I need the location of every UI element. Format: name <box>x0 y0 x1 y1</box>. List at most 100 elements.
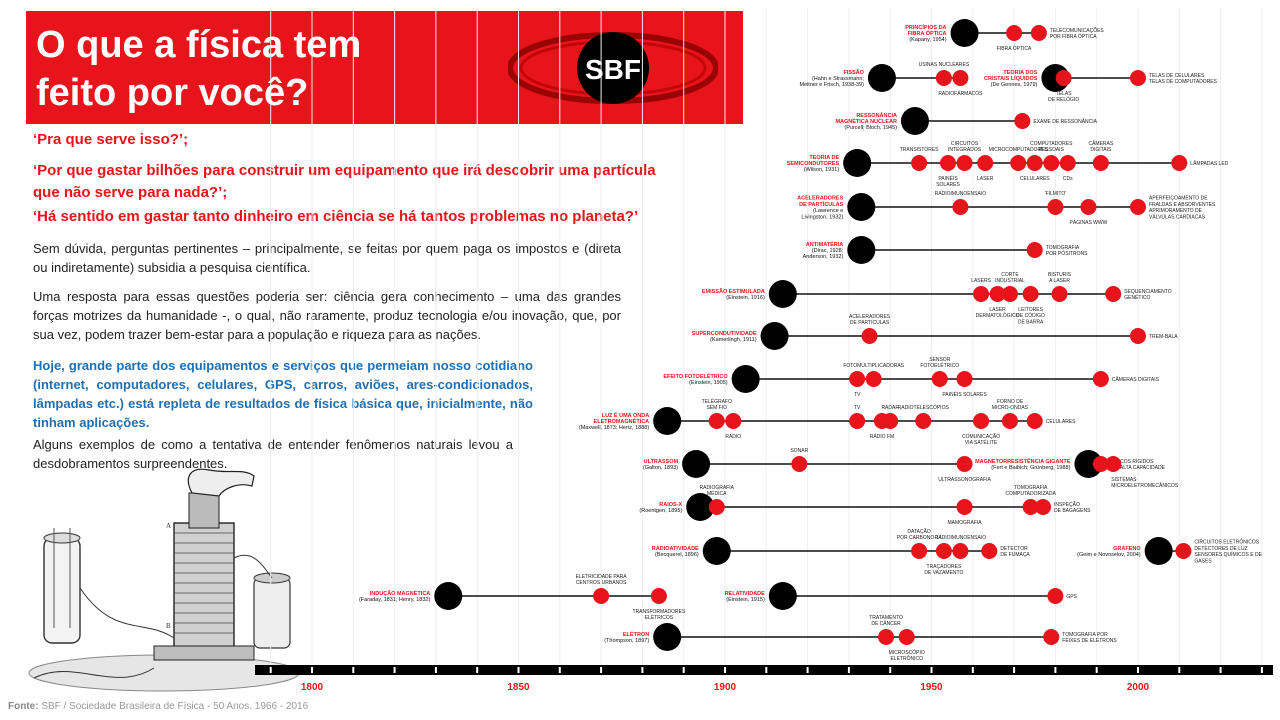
timeline-event: ULTRASSOM(Galton, 1893) SONAR ULTRASSONOGR… <box>643 448 992 483</box>
application-label: PAINÉIS SOLARES <box>936 175 960 188</box>
axis-tick <box>393 667 396 673</box>
application-dot <box>981 543 998 559</box>
application-label: BISTURIS A LASER <box>1048 272 1072 284</box>
question-2b: que não serve para nada?’; <box>33 184 228 201</box>
discovery-name: RAIOS-X <box>659 502 682 508</box>
application-dot <box>1022 286 1039 302</box>
application-label: FIBRA ÓPTICA <box>997 45 1032 52</box>
page-title: O que a física tem feito por você? <box>36 21 456 117</box>
application-label: MICROCOMPUTADORES <box>989 147 1049 153</box>
application-dot <box>861 328 878 344</box>
axis-tick <box>971 667 974 673</box>
year-label: 1900 <box>714 682 737 693</box>
application-label: SEQUENCIAMENTO GENÉTICO <box>1124 289 1172 301</box>
axis-tick <box>765 667 768 673</box>
application-label: TRAÇADORES DE VAZAMENTO <box>924 564 963 576</box>
application-dot <box>1026 155 1043 171</box>
application-dot <box>725 413 742 429</box>
application-dot <box>708 413 725 429</box>
application-label: LASER <box>977 176 994 182</box>
title-banner: O que a física tem feito por você? SBF <box>26 11 743 124</box>
application-label: FORNO DE MICRO-ONDAS <box>992 399 1029 411</box>
application-label: CIRCUITOS ELETRÔNICOS DETECTORES DE LUZ SE… <box>1194 539 1262 565</box>
axis-tick <box>434 667 437 673</box>
application-dot <box>911 155 928 171</box>
application-dot <box>882 413 899 429</box>
application-dot <box>1001 286 1018 302</box>
application-dot <box>1001 413 1018 429</box>
application-label: RADIOIMUNOENSAIO <box>935 535 987 541</box>
application-dot <box>849 371 866 387</box>
application-dot <box>1130 328 1146 344</box>
application-label: RADIOTELESCÓPIOS <box>898 404 950 411</box>
application-label: DISCOS RÍGIDOS DE ALTA CAPACIDADE <box>1112 458 1166 471</box>
timeline-event: RAIOS-X(Roentgen, 1895) RADIOGRAFIA MÉDICA… <box>639 485 1091 526</box>
application-dot <box>865 371 882 387</box>
axis-tick <box>641 667 644 673</box>
application-label: DETECTOR DE FUMAÇA <box>1000 546 1030 558</box>
axis-tick <box>1260 667 1263 673</box>
discovery-dot <box>760 322 789 350</box>
application-label: CELULARES <box>1046 419 1076 425</box>
axis-tick <box>1178 667 1181 673</box>
application-dot <box>940 155 957 171</box>
application-dot <box>952 199 969 215</box>
discovery-name: MAGNETORRESISTÊNCIA GIGANTE <box>975 457 1071 465</box>
application-dot <box>977 155 994 171</box>
year-label: 1850 <box>507 682 530 693</box>
question-3: ‘Há sentido em gastar tanto dinheiro em … <box>33 208 639 225</box>
question-1: ‘Pra que serve isso?’; <box>33 131 189 148</box>
application-dot <box>931 371 948 387</box>
discovery-dot <box>768 280 797 308</box>
discovery-dot <box>900 107 929 135</box>
axis-tick <box>1054 667 1057 673</box>
discovery-name: ELÉTRON <box>623 630 649 638</box>
paragraph-3-highlight: Hoje, grande parte dos equipamentos e se… <box>33 358 533 430</box>
discovery-name: EMISSÃO ESTIMULADA <box>702 288 765 295</box>
discovery-reference: (Geim e Novoselov, 2004) <box>1077 552 1141 558</box>
discovery-reference: (Faraday, 1831; Henry, 1832) <box>359 597 431 603</box>
axis-tick <box>517 667 520 673</box>
discovery-name: GRAFENO <box>1113 546 1141 552</box>
application-dot <box>708 499 725 515</box>
discovery-dot <box>686 493 715 521</box>
discovery-name: RESSONÂNCIA MAGNÉTICA NUCLEAR <box>835 112 897 125</box>
application-label: COMPUTADORES PESSOAIS <box>1030 141 1073 153</box>
application-label: ULTRASSONOGRAFIA <box>938 477 991 483</box>
application-dot <box>1026 413 1043 429</box>
sbf-logo: SBF <box>508 32 718 104</box>
source-footer: Fonte: SBF / Sociedade Brasileira de Fís… <box>8 701 308 712</box>
discovery-reference: (Kapany, 1954) <box>909 37 946 43</box>
discovery-name: ANTIMATÉRIA <box>806 240 844 248</box>
application-label: APERFEIÇOAMENTO DE FRALDAS E ABSORVENTES A… <box>1149 196 1216 221</box>
discovery-dot <box>867 64 896 92</box>
discovery-dot <box>847 193 876 221</box>
discovery-dot <box>843 149 872 177</box>
application-dot <box>1051 286 1068 302</box>
discovery-reference: (Becquerel, 1896) <box>655 552 699 558</box>
application-label: TRANSFORMADORES ELÉTRICOS <box>633 609 686 621</box>
axis-tick <box>847 667 850 673</box>
discovery-name: RELATIVIDADE <box>725 591 766 597</box>
application-label: CELULARES <box>1020 176 1050 182</box>
application-dot <box>1043 155 1060 171</box>
application-label: PÁGINAS WWW <box>1070 219 1108 226</box>
discovery-dot <box>653 623 682 651</box>
timeline-event: PRINCÍPIOS DA FIBRA ÓPTICA(Kapany, 1954) F… <box>905 19 1104 52</box>
application-dot <box>1092 155 1109 171</box>
application-dot <box>849 413 866 429</box>
discovery-dot <box>682 450 711 478</box>
application-dot <box>911 543 928 559</box>
application-label: TELAS DE CELULARES TELAS DE COMPUTADORES <box>1149 73 1218 85</box>
discovery-dot <box>1074 450 1103 478</box>
application-label: TOMOGRAFIA POR PÓSITRONS <box>1046 245 1088 257</box>
discovery-reference: (Galton, 1893) <box>643 465 678 471</box>
timeline-event: LUZ É UMA ONDA ELETROMAGNÉTICA(Maxwell, 1… <box>579 398 1076 446</box>
discovery-reference: (Einstein, 1905) <box>689 380 728 386</box>
discovery-name: INDUÇÃO MAGNÉTICA <box>370 589 431 597</box>
application-label: RADAR <box>881 405 899 411</box>
discovery-name: LUZ É UMA ONDA ELETROMAGNÉTICA <box>594 411 650 425</box>
year-label: 1950 <box>920 682 943 693</box>
application-label: CÂMERAS DIGITAIS <box>1088 140 1113 153</box>
